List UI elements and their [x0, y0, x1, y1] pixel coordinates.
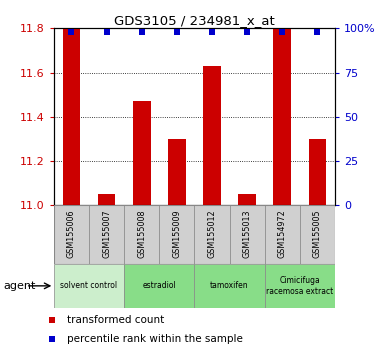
- Text: GSM155013: GSM155013: [243, 209, 252, 258]
- Text: Cimicifuga
racemosa extract: Cimicifuga racemosa extract: [266, 276, 333, 296]
- Text: GSM155008: GSM155008: [137, 209, 146, 258]
- Text: percentile rank within the sample: percentile rank within the sample: [67, 333, 243, 344]
- Text: GSM155012: GSM155012: [208, 209, 216, 258]
- Text: tamoxifen: tamoxifen: [210, 281, 249, 290]
- Text: GSM155006: GSM155006: [67, 209, 76, 258]
- Bar: [124, 264, 194, 308]
- Bar: [264, 205, 300, 264]
- Bar: [54, 264, 124, 308]
- Bar: [194, 205, 229, 264]
- Bar: [98, 194, 116, 205]
- Bar: [194, 264, 265, 308]
- Bar: [54, 205, 89, 264]
- Title: GDS3105 / 234981_x_at: GDS3105 / 234981_x_at: [114, 14, 275, 27]
- Text: agent: agent: [4, 281, 36, 291]
- Bar: [168, 139, 186, 205]
- Bar: [159, 205, 194, 264]
- Bar: [63, 28, 80, 205]
- Bar: [264, 264, 335, 308]
- Bar: [273, 28, 291, 205]
- Bar: [133, 101, 151, 205]
- Text: solvent control: solvent control: [60, 281, 117, 290]
- Text: GSM155009: GSM155009: [172, 209, 181, 258]
- Bar: [238, 194, 256, 205]
- Bar: [300, 205, 335, 264]
- Text: GSM155007: GSM155007: [102, 209, 111, 258]
- Text: GSM155005: GSM155005: [313, 209, 322, 258]
- Bar: [89, 205, 124, 264]
- Text: transformed count: transformed count: [67, 315, 164, 325]
- Bar: [203, 66, 221, 205]
- Bar: [124, 205, 159, 264]
- Text: GSM154972: GSM154972: [278, 209, 287, 258]
- Bar: [309, 139, 326, 205]
- Bar: [229, 205, 265, 264]
- Text: estradiol: estradiol: [142, 281, 176, 290]
